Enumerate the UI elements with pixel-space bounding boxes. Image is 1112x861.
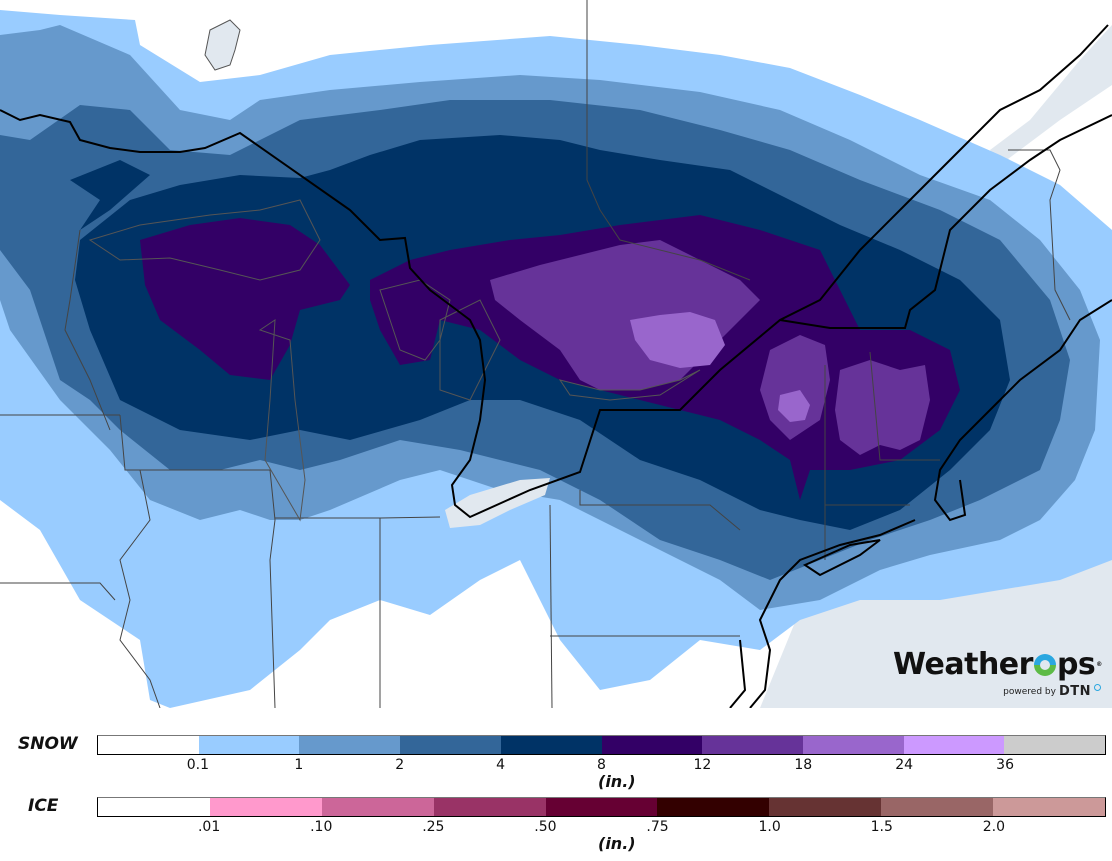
snow-legend-swatch xyxy=(500,736,602,754)
ice-legend-swatch xyxy=(769,798,882,816)
snow-tick-label: 8 xyxy=(597,757,606,773)
snow-tick-label: 0.1 xyxy=(186,757,210,773)
snowfall-map: Weather ps ® powered by DTN xyxy=(0,0,1112,708)
logo-o-icon xyxy=(1033,654,1056,676)
snow-tick-label: 4 xyxy=(496,757,506,773)
ice-tick-label: .01 xyxy=(197,819,221,835)
powered-by-text: powered by xyxy=(1003,686,1056,697)
st-lawrence-water xyxy=(990,25,1112,165)
snow-legend-label: SNOW xyxy=(18,734,78,754)
dtn-dot-icon xyxy=(1094,684,1101,691)
snow-tick-label: 1 xyxy=(294,757,304,773)
ice-legend-swatch xyxy=(545,798,658,816)
ice-legend-swatch xyxy=(993,798,1106,816)
snow-unit-label: (in.) xyxy=(598,772,636,791)
ice-legend-label: ICE xyxy=(28,796,59,816)
logo-wordmark: Weather ps ® xyxy=(893,648,1105,682)
snow-tick-label: 12 xyxy=(693,757,712,773)
ice-legend-swatch xyxy=(98,798,210,816)
state-borders xyxy=(0,0,1071,708)
ice-legend-swatch xyxy=(881,798,994,816)
snow-legend-swatch xyxy=(299,736,401,754)
lake-nipigon xyxy=(204,19,241,71)
ice-color-bar xyxy=(97,797,1106,817)
snow-tick-label: 24 xyxy=(895,757,914,773)
logo-brand-right: ps xyxy=(1056,647,1096,682)
contour-8in xyxy=(140,215,960,500)
ice-tick-label: .75 xyxy=(646,819,669,835)
ice-tick-label: .10 xyxy=(310,819,333,835)
snow-tick-label: 36 xyxy=(996,757,1015,773)
ice-legend-swatch xyxy=(657,798,770,816)
great-lakes-outlines xyxy=(88,199,701,522)
international-border xyxy=(0,24,1112,708)
logo-registered: ® xyxy=(1096,661,1102,668)
ice-tick-label: 2.0 xyxy=(982,819,1006,835)
logo-brand-left: Weather xyxy=(893,647,1033,682)
snow-legend-swatch xyxy=(702,736,803,754)
logo-powered-by: powered by DTN xyxy=(1003,684,1101,699)
ice-legend-swatch xyxy=(209,798,322,816)
snow-tick-label: 2 xyxy=(395,757,405,773)
ice-tick-label: 1.5 xyxy=(870,819,893,835)
contour-18in xyxy=(630,312,810,422)
snow-legend-swatch xyxy=(400,736,501,754)
ice-tick-label: .25 xyxy=(422,819,445,835)
ice-tick-label: .50 xyxy=(534,819,557,835)
snow-legend-swatch xyxy=(802,736,904,754)
ice-legend-swatch xyxy=(433,798,546,816)
snow-color-bar xyxy=(97,735,1106,755)
ice-legend-swatch xyxy=(321,798,434,816)
snow-legend-swatch xyxy=(198,736,300,754)
ice-tick-label: 1.0 xyxy=(758,819,781,835)
weatherops-logo: Weather ps ® powered by DTN xyxy=(893,648,1105,704)
snow-tick-label: 18 xyxy=(794,757,813,773)
snow-legend-swatch xyxy=(601,736,703,754)
dtn-logo-text: DTN xyxy=(1058,684,1091,699)
snow-legend-swatch xyxy=(903,736,1005,754)
ice-unit-label: (in.) xyxy=(598,834,636,853)
snow-legend-swatch xyxy=(98,736,199,754)
snow-legend-swatch xyxy=(1004,736,1106,754)
